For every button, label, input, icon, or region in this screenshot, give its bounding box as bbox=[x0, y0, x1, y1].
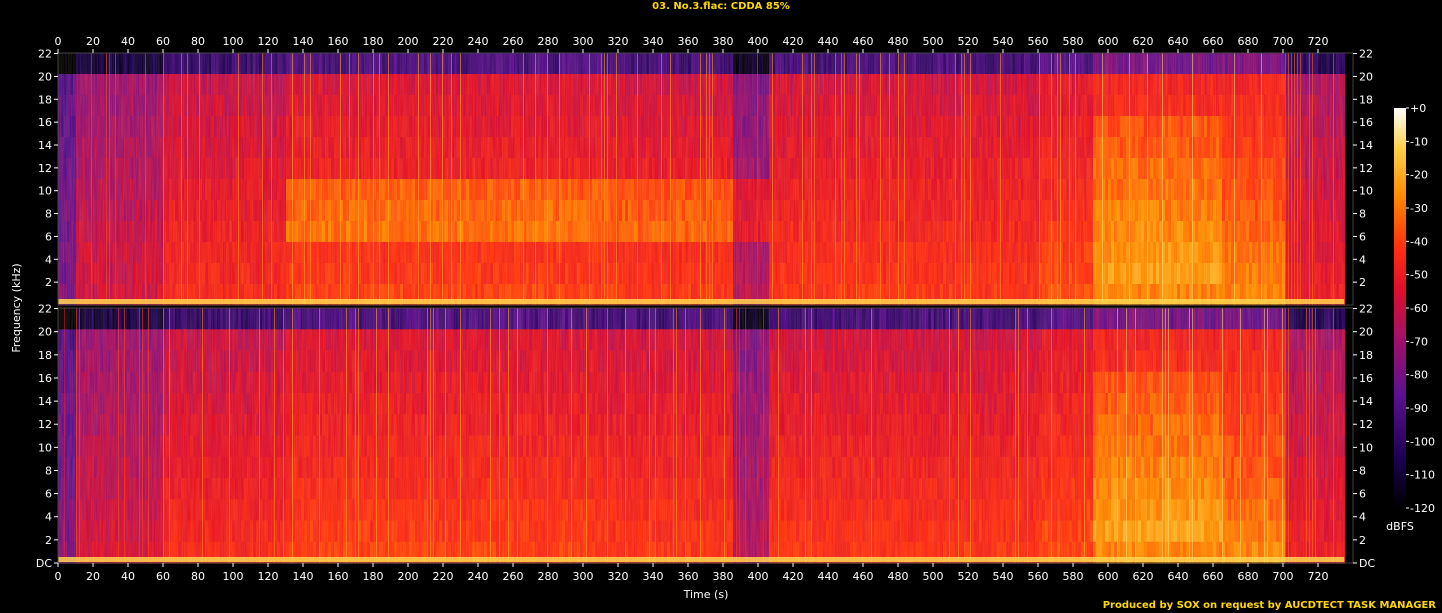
chart-title: 03. No.3.flac: CDDA 85% bbox=[652, 1, 790, 12]
channel-1-spectrogram bbox=[57, 52, 1355, 306]
